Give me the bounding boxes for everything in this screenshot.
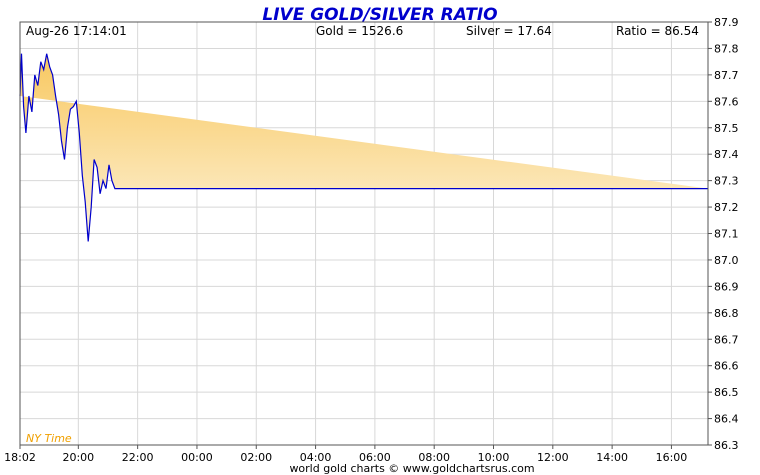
chart-title: LIVE GOLD/SILVER RATIO — [262, 5, 497, 25]
x-tick-label: 12:00 — [537, 451, 569, 464]
credit-text: world gold charts © www.goldchartsrus.co… — [289, 462, 534, 475]
y-tick-label: 87.3 — [714, 175, 739, 188]
header-gold-price: Gold = 1526.6 — [316, 24, 403, 38]
x-tick-label: 18:02 — [4, 451, 36, 464]
y-tick-label: 87.6 — [714, 95, 739, 108]
y-tick-label: 86.3 — [714, 439, 739, 452]
ratio-series-line — [19, 53, 708, 242]
y-tick-label: 87.8 — [714, 42, 739, 55]
y-tick-label: 87.7 — [714, 69, 739, 82]
header-silver-price: Silver = 17.64 — [466, 24, 552, 38]
x-tick-label: 16:00 — [656, 451, 688, 464]
x-tick-label: 08:00 — [418, 451, 450, 464]
y-tick-label: 87.0 — [714, 254, 739, 267]
y-tick-label: 87.9 — [714, 16, 739, 29]
header-timestamp: Aug-26 17:14:01 — [26, 24, 127, 38]
y-tick-label: 86.8 — [714, 307, 739, 320]
y-tick-label: 86.4 — [714, 413, 739, 426]
plot-frame — [19, 21, 709, 446]
x-tick-label: 22:00 — [122, 451, 154, 464]
x-tick-label: 02:00 — [240, 451, 272, 464]
y-axis-labels: 86.3 86.4 86.5 86.6 86.7 86.8 86.9 87.0 87.1 87.2… — [714, 16, 739, 452]
ratio-area-fill — [20, 53, 708, 242]
y-tick-label: 87.2 — [714, 201, 739, 214]
x-tick-label: 04:00 — [300, 451, 332, 464]
y-tick-label: 87.4 — [714, 148, 739, 161]
y-tick-label: 87.1 — [714, 228, 739, 241]
x-axis-labels: 18:02 20:00 22:00 00:00 02:00 04:00 06:00 08:00… — [4, 451, 687, 464]
y-tick-label: 86.6 — [714, 360, 739, 373]
x-tick-label: 20:00 — [62, 451, 94, 464]
grid — [19, 21, 712, 449]
header-ratio-value: Ratio = 86.54 — [616, 24, 699, 38]
y-tick-label: 87.5 — [714, 122, 739, 135]
y-tick-label: 86.9 — [714, 280, 739, 293]
x-tick-label: 14:00 — [596, 451, 628, 464]
timezone-label: NY Time — [26, 432, 72, 445]
x-tick-label: 00:00 — [181, 451, 213, 464]
y-tick-label: 86.5 — [714, 386, 739, 399]
y-tick-label: 86.7 — [714, 333, 739, 346]
x-tick-label: 10:00 — [478, 451, 510, 464]
x-tick-label: 06:00 — [359, 451, 391, 464]
